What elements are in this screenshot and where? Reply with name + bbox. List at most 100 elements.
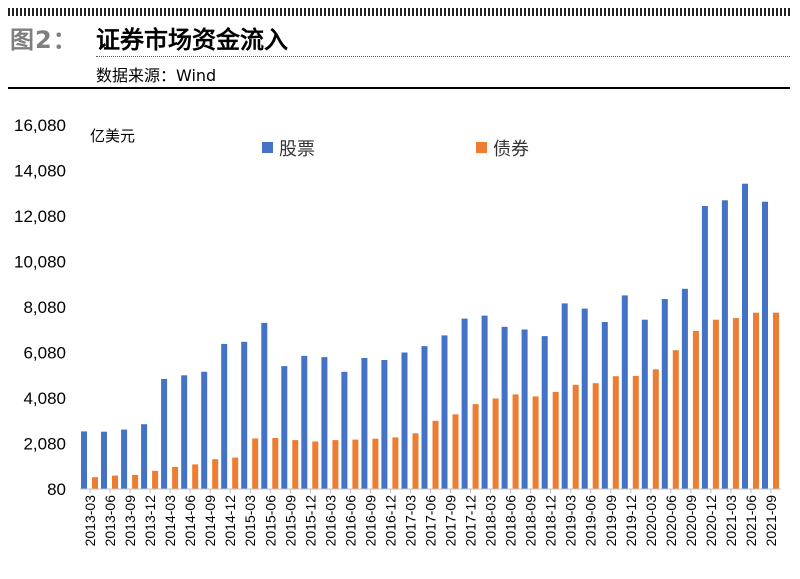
bar-bonds	[372, 438, 379, 489]
bar-stocks	[81, 431, 87, 489]
bar-bonds	[452, 414, 459, 489]
bar-bonds	[652, 369, 659, 489]
x-tick-label: 2021-09	[763, 495, 779, 547]
bar-bonds	[132, 474, 139, 489]
y-tick-label: 4,080	[23, 389, 66, 408]
legend-label-bonds: 债券	[493, 139, 529, 160]
x-tick-label: 2013-12	[142, 495, 158, 547]
bar-stocks	[541, 336, 548, 489]
bar-stocks	[701, 206, 708, 489]
x-tick-label: 2014-12	[222, 495, 238, 547]
bar-bonds	[432, 420, 439, 490]
x-tick-label: 2014-03	[162, 495, 178, 547]
bar-bonds	[612, 376, 619, 489]
bar-stocks	[421, 346, 428, 489]
bar-stocks	[601, 322, 608, 489]
bar-stocks	[561, 303, 568, 489]
x-tick-label: 2014-06	[182, 495, 198, 547]
bar-stocks	[101, 431, 107, 489]
bar-bonds	[492, 398, 499, 489]
bar-bonds	[152, 470, 159, 489]
legend-swatch-bonds	[476, 142, 487, 153]
x-tick-label: 2015-09	[282, 495, 298, 547]
figure-title: 证券市场资金流入	[96, 26, 288, 54]
y-axis-ticks: 80 2,080 4,080 6,080 8,080 10,080 12,080 14,080…	[14, 116, 66, 499]
bar-bonds	[292, 440, 299, 489]
x-tick-label: 2021-03	[723, 495, 739, 547]
x-tick-label: 2017-03	[402, 495, 418, 547]
x-tick-label: 2019-03	[563, 495, 579, 547]
bar-stocks	[461, 318, 468, 489]
figure-label: 图2：	[10, 26, 78, 54]
bar-stocks	[401, 352, 408, 489]
x-tick-label: 2015-06	[262, 495, 278, 547]
bar-bonds	[92, 477, 98, 489]
x-tick-label: 2016-09	[362, 495, 378, 547]
bar-bonds	[332, 440, 339, 489]
bar-bonds	[112, 475, 118, 489]
x-tick-label: 2019-12	[623, 495, 639, 547]
bar-bonds	[632, 375, 639, 489]
bar-stocks	[361, 358, 368, 489]
bar-bonds	[352, 439, 359, 489]
bar-stocks	[721, 200, 728, 490]
bar-bonds	[753, 312, 759, 489]
bar-stocks	[762, 201, 768, 489]
x-tick-label: 2013-09	[122, 495, 138, 547]
y-unit-label: 亿美元	[90, 127, 135, 145]
bar-stocks	[661, 299, 668, 489]
y-tick-label: 6,080	[23, 344, 66, 363]
bar-stocks	[441, 335, 448, 489]
bar-stocks	[241, 341, 248, 489]
figure-source: 数据来源：Wind	[96, 66, 217, 85]
bar-stocks	[681, 288, 688, 489]
x-tick-label: 2017-09	[443, 495, 459, 547]
y-tick-label: 10,080	[14, 253, 66, 272]
x-axis-ticks: 2013-03 2013-06 2013-09 2013-12 2014-03 2014-…	[82, 489, 779, 546]
bar-stocks	[521, 329, 528, 489]
bar-bonds	[732, 318, 739, 489]
bar-stocks	[181, 375, 188, 490]
bar-bonds	[312, 441, 319, 489]
x-tick-label: 2018-09	[523, 495, 539, 547]
legend-label-stocks: 股票	[279, 139, 315, 160]
bar-bonds	[252, 438, 259, 489]
bar-stocks	[341, 371, 348, 489]
legend: 股票 债券	[262, 139, 529, 160]
bar-bonds	[392, 437, 399, 489]
bar-stocks	[501, 326, 508, 489]
bar-stocks	[201, 371, 208, 489]
bar-stocks	[301, 355, 308, 489]
x-tick-label: 2013-06	[102, 495, 118, 547]
x-tick-label: 2016-12	[382, 495, 398, 547]
y-tick-label: 2,080	[23, 435, 66, 454]
x-tick-label: 2020-09	[683, 495, 699, 547]
x-tick-label: 2017-06	[423, 495, 439, 547]
x-tick-label: 2019-09	[603, 495, 619, 547]
bar-stocks	[381, 360, 388, 489]
bar-stocks	[321, 357, 328, 489]
bar-bonds	[232, 457, 239, 489]
y-tick-label: 16,080	[14, 116, 66, 135]
bar-bonds	[172, 466, 179, 489]
bar-stocks	[641, 319, 648, 489]
bar-stocks	[121, 429, 128, 489]
bar-bonds	[592, 383, 599, 489]
x-tick-label: 2021-06	[743, 495, 759, 547]
bar-stocks	[261, 322, 268, 489]
y-tick-label: 14,080	[14, 162, 66, 181]
x-tick-label: 2018-03	[483, 495, 499, 547]
x-tick-label: 2020-06	[663, 495, 679, 547]
x-tick-label: 2016-03	[322, 495, 338, 547]
bar-bonds	[712, 319, 719, 489]
bar-bonds	[552, 391, 559, 489]
y-tick-label: 80	[47, 480, 66, 499]
bar-stocks	[161, 378, 168, 489]
bar-bonds	[572, 384, 579, 489]
x-tick-label: 2020-03	[643, 495, 659, 547]
x-tick-label: 2015-12	[302, 495, 318, 547]
x-tick-label: 2014-09	[202, 495, 218, 547]
bar-stocks	[742, 183, 748, 489]
x-tick-label: 2015-03	[242, 495, 258, 547]
